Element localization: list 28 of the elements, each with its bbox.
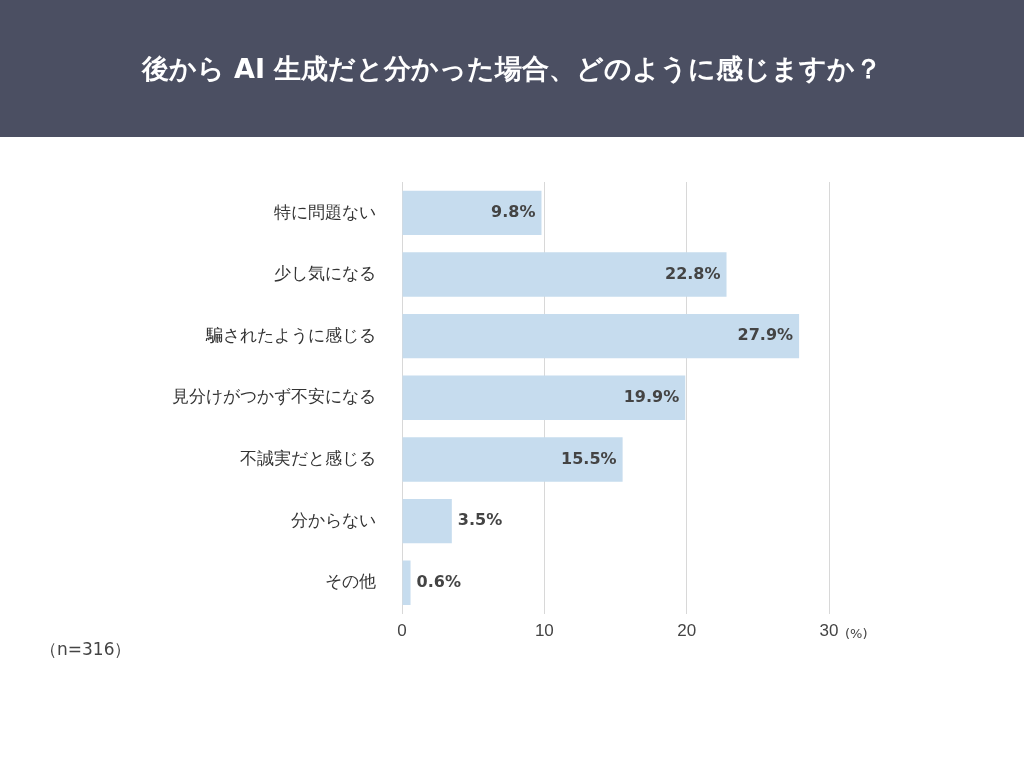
data-label: 3.5% bbox=[457, 510, 503, 530]
bar bbox=[402, 560, 411, 605]
y-tick-label: その他 bbox=[325, 572, 376, 592]
bar bbox=[402, 498, 452, 544]
y-tick-label: 騙されたように感じる bbox=[205, 325, 376, 345]
y-tick-label: 分からない bbox=[291, 510, 376, 530]
y-tick-label: 見分けがつかず不安になる bbox=[172, 387, 376, 407]
bar bbox=[402, 437, 623, 482]
x-tick-label: 0 bbox=[397, 621, 407, 641]
data-label: 9.8% bbox=[491, 201, 536, 221]
y-tick-label: 少し気になる bbox=[274, 264, 376, 284]
x-tick-label: 30 bbox=[819, 621, 839, 641]
data-label: 22.8% bbox=[665, 263, 721, 283]
bar bbox=[402, 375, 686, 420]
x-tick-label: 20 bbox=[677, 621, 697, 641]
bar bbox=[402, 313, 800, 359]
y-tick-label: 特に問題ない bbox=[274, 202, 376, 222]
data-label: 19.9% bbox=[623, 386, 680, 406]
data-label: 27.9% bbox=[737, 325, 794, 345]
y-tick-label: 不誠実だと感じる bbox=[240, 449, 376, 469]
chart-title: 後から AI 生成だと分かった場合、どのように感じますか？ bbox=[0, 0, 1024, 137]
text: （n=316） bbox=[40, 638, 132, 661]
x-axis-title: (%) bbox=[845, 626, 868, 642]
bar bbox=[402, 190, 542, 236]
data-label: 0.6% bbox=[416, 571, 461, 591]
x-tick-label: 10 bbox=[534, 621, 554, 641]
data-label: 15.5% bbox=[561, 448, 617, 468]
bar bbox=[402, 252, 727, 297]
